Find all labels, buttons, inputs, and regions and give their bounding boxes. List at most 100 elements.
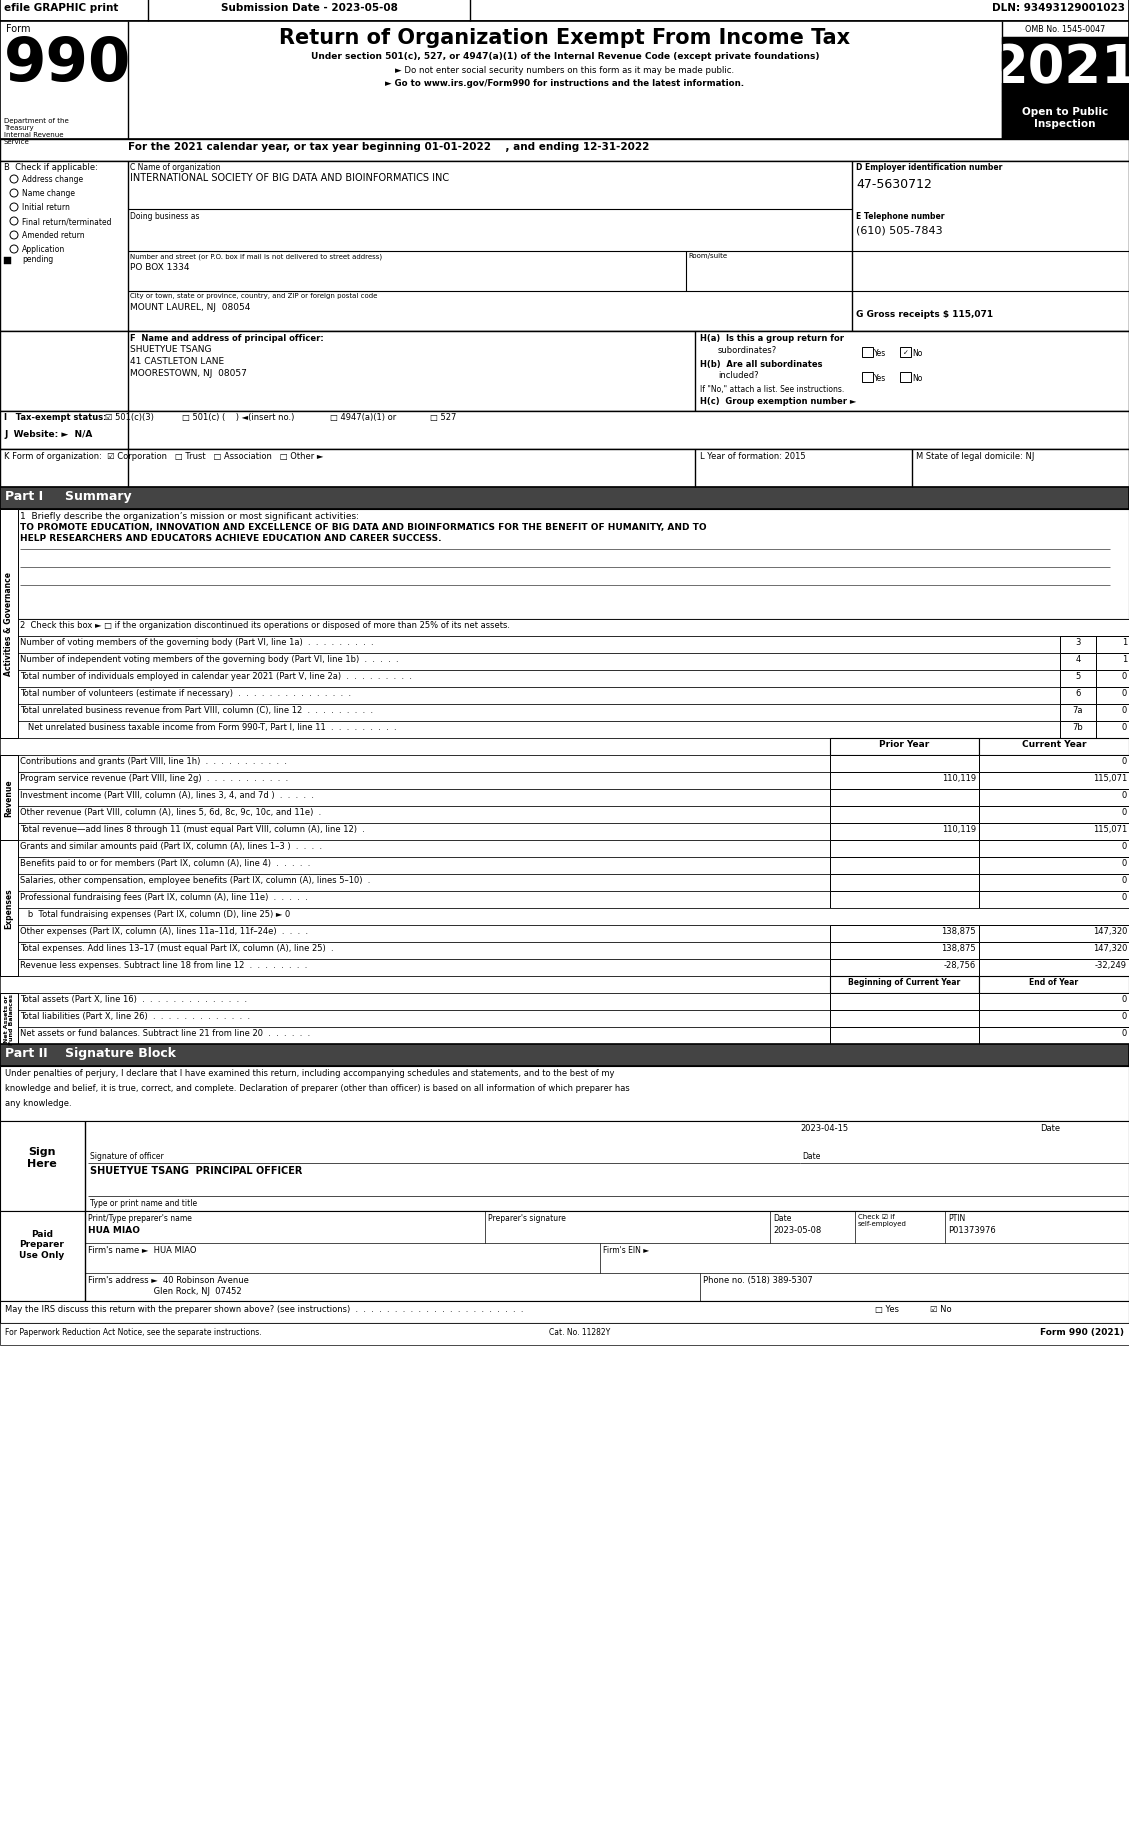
Bar: [0, 620, 1129, 637]
Text: □ 501(c) (    ) ◄(insert no.): □ 501(c) ( ) ◄(insert no.): [182, 414, 295, 421]
Text: Benefits paid to or for members (Part IX, column (A), line 4)  .  .  .  .  .: Benefits paid to or for members (Part IX…: [20, 858, 310, 867]
Bar: [0, 1067, 1129, 1122]
Text: Grants and similar amounts paid (Part IX, column (A), lines 1–3 )  .  .  .  .: Grants and similar amounts paid (Part IX…: [20, 842, 322, 851]
Bar: [1060, 670, 1096, 688]
Text: H(c)  Group exemption number ►: H(c) Group exemption number ►: [700, 397, 857, 406]
Text: 0: 0: [1122, 893, 1127, 902]
Text: 6: 6: [1075, 688, 1080, 697]
Bar: [830, 840, 979, 858]
Bar: [0, 1323, 1129, 1345]
Text: Current Year: Current Year: [1022, 739, 1086, 748]
Bar: [830, 789, 979, 807]
Text: 1  Briefly describe the organization’s mission or most significant activities:: 1 Briefly describe the organization’s mi…: [20, 512, 359, 522]
Bar: [0, 994, 1129, 1010]
Text: H(a)  Is this a group return for: H(a) Is this a group return for: [700, 333, 844, 342]
Bar: [0, 331, 1129, 412]
Bar: [1003, 102, 1129, 139]
Text: subordinates?: subordinates?: [718, 346, 777, 355]
Text: 2  Check this box ► □ if the organization discontinued its operations or dispose: 2 Check this box ► □ if the organization…: [20, 620, 510, 630]
Bar: [863, 373, 873, 382]
Text: Program service revenue (Part VIII, line 2g)  .  .  .  .  .  .  .  .  .  .  .: Program service revenue (Part VIII, line…: [20, 774, 288, 783]
Text: 0: 0: [1122, 791, 1127, 800]
Text: M State of legal domicile: NJ: M State of legal domicile: NJ: [916, 452, 1034, 461]
Text: efile GRAPHIC print: efile GRAPHIC print: [5, 4, 119, 13]
Text: G Gross receipts $ 115,071: G Gross receipts $ 115,071: [856, 309, 994, 318]
Text: D Employer identification number: D Employer identification number: [856, 163, 1003, 172]
Bar: [0, 977, 1129, 994]
Text: 115,071: 115,071: [1093, 825, 1127, 833]
Text: Final return/terminated: Final return/terminated: [21, 218, 112, 225]
Text: City or town, state or province, country, and ZIP or foreign postal code: City or town, state or province, country…: [130, 293, 377, 298]
Text: Address change: Address change: [21, 176, 84, 183]
Bar: [0, 858, 1129, 875]
Text: Part II    Signature Block: Part II Signature Block: [5, 1047, 176, 1060]
Text: 7a: 7a: [1073, 706, 1083, 714]
Bar: [0, 705, 1129, 721]
Bar: [0, 959, 1129, 977]
Text: Total number of individuals employed in calendar year 2021 (Part V, line 2a)  . : Total number of individuals employed in …: [20, 672, 412, 681]
Text: Net unrelated business taxable income from Form 990-T, Part I, line 11  .  .  . : Net unrelated business taxable income fr…: [20, 723, 396, 732]
Text: Number of independent voting members of the governing body (Part VI, line 1b)  .: Number of independent voting members of …: [20, 655, 399, 664]
Bar: [0, 739, 1129, 756]
Text: Other expenses (Part IX, column (A), lines 11a–11d, 11f–24e)  .  .  .  .: Other expenses (Part IX, column (A), lin…: [20, 926, 308, 935]
Text: Yes: Yes: [874, 373, 886, 382]
Bar: [830, 1027, 979, 1045]
Text: 115,071: 115,071: [1093, 774, 1127, 783]
Text: Date: Date: [1040, 1124, 1060, 1133]
Text: □ 4947(a)(1) or: □ 4947(a)(1) or: [330, 414, 396, 421]
Bar: [979, 994, 1129, 1010]
Text: any knowledge.: any knowledge.: [5, 1098, 71, 1107]
Text: Yes: Yes: [874, 350, 886, 359]
Bar: [979, 756, 1129, 772]
Bar: [1096, 688, 1129, 705]
Text: Department of the
Treasury
Internal Revenue
Service: Department of the Treasury Internal Reve…: [5, 117, 69, 145]
Text: 5: 5: [1076, 672, 1080, 681]
Bar: [830, 858, 979, 875]
Bar: [0, 1027, 1129, 1045]
Text: OMB No. 1545-0047: OMB No. 1545-0047: [1025, 26, 1105, 35]
Text: Date: Date: [802, 1151, 821, 1160]
Text: Revenue: Revenue: [5, 780, 14, 816]
Text: 0: 0: [1122, 858, 1127, 867]
Text: Other revenue (Part VIII, column (A), lines 5, 6d, 8c, 9c, 10c, and 11e)  .: Other revenue (Part VIII, column (A), li…: [20, 807, 322, 816]
Bar: [979, 875, 1129, 891]
Text: Phone no. (518) 389-5307: Phone no. (518) 389-5307: [703, 1276, 813, 1285]
Bar: [979, 942, 1129, 959]
Text: 110,119: 110,119: [942, 774, 975, 783]
Text: 1: 1: [1122, 655, 1127, 664]
Bar: [979, 1010, 1129, 1027]
Text: 0: 0: [1122, 672, 1127, 681]
Bar: [830, 875, 979, 891]
Bar: [830, 994, 979, 1010]
Text: ☑ 501(c)(3): ☑ 501(c)(3): [105, 414, 154, 421]
Bar: [979, 772, 1129, 789]
Bar: [0, 511, 1129, 620]
Bar: [0, 721, 1129, 739]
Text: SHUETYUE TSANG: SHUETYUE TSANG: [130, 344, 211, 353]
Text: 147,320: 147,320: [1093, 926, 1127, 935]
Text: Total liabilities (Part X, line 26)  .  .  .  .  .  .  .  .  .  .  .  .  .: Total liabilities (Part X, line 26) . . …: [20, 1012, 251, 1021]
Text: C Name of organization: C Name of organization: [130, 163, 220, 172]
Text: TO PROMOTE EDUCATION, INNOVATION AND EXCELLENCE OF BIG DATA AND BIOINFORMATICS F: TO PROMOTE EDUCATION, INNOVATION AND EXC…: [20, 523, 707, 533]
Text: 2023-05-08: 2023-05-08: [773, 1226, 821, 1233]
Bar: [5, 258, 11, 265]
Bar: [979, 858, 1129, 875]
Text: Net assets or fund balances. Subtract line 21 from line 20  .  .  .  .  .  .: Net assets or fund balances. Subtract li…: [20, 1028, 310, 1038]
Text: For Paperwork Reduction Act Notice, see the separate instructions.: For Paperwork Reduction Act Notice, see …: [5, 1327, 262, 1336]
Text: Check ☑ if
self-employed: Check ☑ if self-employed: [858, 1213, 907, 1226]
Text: Form: Form: [6, 24, 30, 35]
Bar: [0, 1301, 1129, 1323]
Text: J  Website: ►  N/A: J Website: ► N/A: [5, 430, 93, 439]
Text: Contributions and grants (Part VIII, line 1h)  .  .  .  .  .  .  .  .  .  .  .: Contributions and grants (Part VIII, lin…: [20, 756, 287, 765]
Bar: [1096, 721, 1129, 739]
Text: 0: 0: [1122, 842, 1127, 851]
Bar: [0, 942, 1129, 959]
Text: L Year of formation: 2015: L Year of formation: 2015: [700, 452, 806, 461]
Text: Submission Date - 2023-05-08: Submission Date - 2023-05-08: [220, 4, 397, 13]
Text: Part I     Summary: Part I Summary: [5, 490, 132, 503]
Text: E Telephone number: E Telephone number: [856, 212, 945, 221]
Text: DLN: 93493129001023: DLN: 93493129001023: [992, 4, 1124, 13]
Bar: [0, 1211, 1129, 1301]
Bar: [830, 756, 979, 772]
Text: Under section 501(c), 527, or 4947(a)(1) of the Internal Revenue Code (except pr: Under section 501(c), 527, or 4947(a)(1)…: [310, 51, 820, 60]
